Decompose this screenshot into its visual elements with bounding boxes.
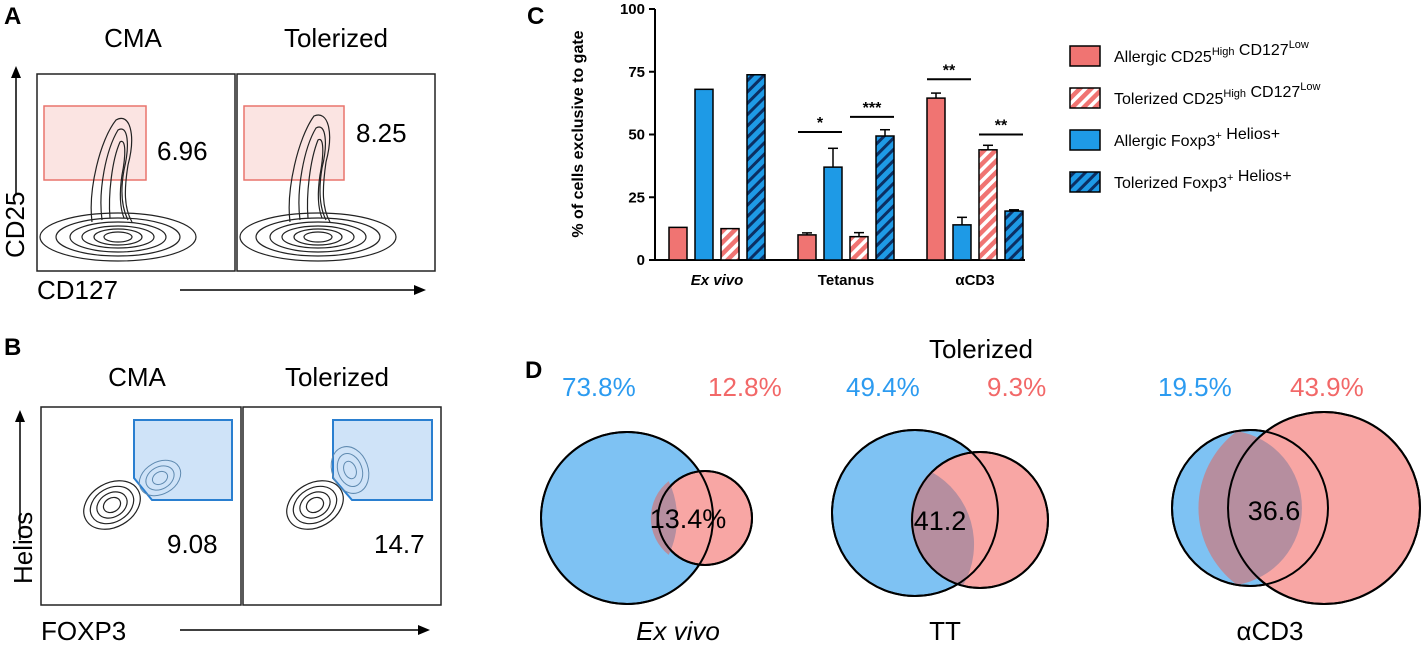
flow-a-cma-gate xyxy=(43,105,147,181)
venn-acd3-label: αCD3 xyxy=(1236,616,1303,646)
chart-bar xyxy=(746,74,766,261)
chart-significance-label: ** xyxy=(995,118,1008,135)
legend-label: Tolerized Foxp3+ Helios+ xyxy=(1114,168,1292,192)
chart-bar xyxy=(694,88,714,261)
flow-a-y-arrowhead xyxy=(11,66,21,78)
legend-label: Tolerized CD25High CD127Low xyxy=(1114,81,1321,108)
venn-tt-overlap-a xyxy=(910,471,975,586)
flow-b-tolerized-gate-value: 14.7 xyxy=(374,529,425,559)
venn-tt-overlap-value: 41.2 xyxy=(914,506,967,536)
panel-letter-a: A xyxy=(4,3,21,30)
venn-tt-label: TT xyxy=(929,616,961,646)
panel-letter-c: C xyxy=(527,3,544,30)
venn-acd3-overlap xyxy=(1198,431,1302,585)
chart-significance-label: ** xyxy=(943,62,956,79)
venn-tt-right-pct: 9.3% xyxy=(987,372,1046,402)
legend-label: Allergic Foxp3+ Helios+ xyxy=(1114,126,1280,150)
flow-b-cma-gate-value: 9.08 xyxy=(167,529,218,559)
chart-bar xyxy=(952,224,972,261)
legend-label: Allergic CD25High CD127Low xyxy=(1114,39,1309,66)
chart-bar xyxy=(823,166,843,261)
venn-ex-vivo: 73.8% 12.8% 13.4% Ex vivo xyxy=(540,372,782,646)
chart-ylabel: % of cells exclusive to gate xyxy=(570,30,587,237)
flow-b-tolerized-title: Tolerized xyxy=(285,362,389,392)
chart-bar xyxy=(797,234,817,261)
venn-ex-vivo-overlap-value: 13.4% xyxy=(650,504,727,534)
venn-tt: 49.4% 9.3% 41.2 TT xyxy=(831,372,1049,646)
flow-a-tolerized-gate-value: 8.25 xyxy=(356,118,407,148)
flow-a-cma-title: CMA xyxy=(104,23,162,53)
flow-b-xlabel: FOXP3 xyxy=(41,616,126,646)
chart-y-tick-label: 100 xyxy=(620,1,645,18)
flow-a-cma-contours xyxy=(39,117,197,262)
venn-acd3-overlap-value: 36.6 xyxy=(1248,496,1301,526)
flow-b-cma-contours xyxy=(83,480,141,530)
chart-y-tick-label: 50 xyxy=(628,127,645,144)
legend-swatch xyxy=(1069,129,1101,151)
chart-significance-label: * xyxy=(817,115,824,132)
chart-y-tick-label: 0 xyxy=(637,252,645,269)
venn-tt-left-pct: 49.4% xyxy=(846,372,920,402)
flow-b-cma-gate-contours xyxy=(138,459,182,497)
chart-legend: Allergic CD25High CD127Low Tolerized CD25… xyxy=(1069,39,1321,193)
flow-a-tolerized-contours xyxy=(239,114,397,262)
chart-significance-label: *** xyxy=(863,100,882,117)
panel-letter-d: D xyxy=(525,357,542,384)
flow-b-tolerized-gate xyxy=(332,419,433,501)
flow-b-tolerized-contours xyxy=(286,480,344,530)
venn-ex-vivo-overlap xyxy=(650,481,678,555)
flow-b-cma-gate xyxy=(133,419,233,501)
legend-swatch xyxy=(1069,171,1101,193)
chart-category-label: Tetanus xyxy=(818,272,874,289)
venn-ex-vivo-right-pct: 12.8% xyxy=(708,372,782,402)
flow-b-tolerized-plot: 14.7 xyxy=(242,406,442,606)
chart-bar xyxy=(875,135,895,261)
flow-a-tolerized-title: Tolerized xyxy=(284,23,388,53)
flow-b-y-arrowhead xyxy=(15,410,25,422)
chart-category-label: Ex vivo xyxy=(691,272,744,289)
flow-b-cma-title: CMA xyxy=(108,362,166,392)
venn-acd3: 19.5% 43.9% 36.6 αCD3 xyxy=(1158,372,1421,646)
venn-ex-vivo-label: Ex vivo xyxy=(636,616,720,646)
flow-b-ylabel: Helios xyxy=(8,512,38,584)
chart-bar xyxy=(849,235,869,261)
flow-b-tolerized-gate-contours xyxy=(330,446,370,494)
flow-a-cma-gate-value: 6.96 xyxy=(157,136,208,166)
flow-a-xlabel: CD127 xyxy=(37,275,118,305)
chart-bar xyxy=(1004,210,1024,261)
flow-a-cma-plot: 6.96 xyxy=(36,73,236,272)
chart-y-tick-label: 75 xyxy=(628,64,645,81)
legend-swatch xyxy=(1069,87,1101,109)
flow-a-tolerized-plot: 8.25 xyxy=(236,73,436,272)
chart-category-label: αCD3 xyxy=(955,272,994,289)
chart-y-tick-label: 25 xyxy=(628,189,645,206)
chart-bar xyxy=(720,227,740,261)
flow-a-x-arrowhead xyxy=(414,285,426,295)
flow-b-x-arrowhead xyxy=(418,625,430,635)
venn-ex-vivo-left-pct: 73.8% xyxy=(562,372,636,402)
legend-swatch xyxy=(1069,45,1101,67)
panel-letter-b: B xyxy=(4,334,21,361)
chart-bar xyxy=(926,97,946,261)
flow-b-cma-plot: 9.08 xyxy=(40,406,242,606)
chart-bar xyxy=(978,149,998,261)
venn-acd3-left-pct: 19.5% xyxy=(1158,372,1232,402)
flow-a-ylabel: CD25 xyxy=(0,192,30,258)
venn-acd3-right-pct: 43.9% xyxy=(1290,372,1364,402)
venn-title: Tolerized xyxy=(929,334,1033,364)
chart-bar xyxy=(668,226,688,261)
